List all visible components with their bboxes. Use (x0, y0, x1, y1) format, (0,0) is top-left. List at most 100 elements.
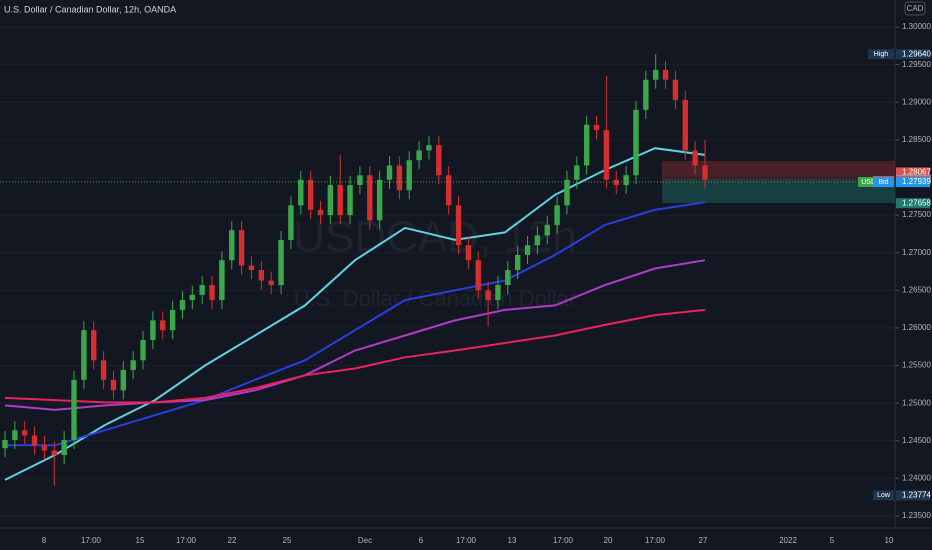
x-tick-label: 27 (699, 536, 708, 545)
candle-body (307, 179, 314, 210)
x-tick-label: 25 (283, 536, 292, 545)
candle-body (672, 79, 679, 101)
currency-box (904, 1, 926, 16)
y-tick-label: 1.25500 (902, 361, 931, 370)
candle-body (160, 320, 166, 331)
candle-body (209, 285, 215, 301)
candle-body (682, 100, 688, 151)
candle-body (31, 435, 38, 446)
candle-body (189, 294, 196, 301)
candle-body (583, 124, 590, 166)
x-tick-label: 10 (885, 536, 894, 545)
candle-body (613, 179, 619, 186)
candle-body (603, 130, 610, 180)
price-tag-name: Bid (878, 179, 888, 186)
candle-body (633, 109, 639, 176)
candle-body (199, 285, 205, 295)
x-tick-label: 6 (419, 536, 424, 545)
y-tick-label: 1.30000 (902, 22, 931, 31)
x-tick-label: 17:00 (645, 536, 666, 545)
candle-body (298, 179, 304, 206)
price-tag-name-box (873, 177, 894, 188)
chart-title: U.S. Dollar / Canadian Dollar, 12h, OAND… (4, 4, 176, 14)
candle-body (465, 245, 472, 261)
candle-body (229, 230, 235, 261)
candle-body (61, 440, 67, 456)
price-tag-label: 1.28067 (902, 168, 931, 177)
y-tick-label: 1.26000 (902, 323, 931, 332)
price-tag-name-box (873, 490, 894, 501)
candle-body (81, 330, 87, 380)
candle-body (692, 150, 698, 166)
candle-body (406, 160, 412, 191)
candle-body (140, 339, 146, 361)
moving-average (4, 308, 706, 404)
x-tick-label: Dec (358, 536, 372, 545)
candle-body (554, 205, 560, 225)
y-tick-label: 1.24500 (902, 436, 931, 445)
candle-body (337, 185, 343, 216)
price-tag-name: High (874, 51, 889, 58)
candle-body (327, 185, 334, 216)
y-tick-label: 1.23500 (902, 511, 931, 520)
x-tick-label: 22 (228, 536, 237, 545)
candle-body (22, 430, 28, 436)
x-tick-label: 17:00 (456, 536, 477, 545)
candle-body (386, 165, 393, 180)
candle-body (436, 145, 442, 176)
y-tick-label: 1.25000 (902, 398, 931, 407)
candle-body (100, 360, 107, 380)
price-tag-name: Low (877, 492, 891, 499)
candle-body (593, 124, 600, 131)
candle-body (574, 165, 580, 180)
price-tag-name-box (868, 49, 894, 60)
price-tag-label: 1.29640 (902, 49, 931, 58)
candle-body (288, 205, 294, 240)
price-tag (896, 167, 930, 178)
x-tick-label: 20 (604, 536, 613, 545)
moving-average (4, 147, 706, 481)
candle-body (376, 179, 383, 221)
candle-body (51, 450, 57, 456)
candle-body (495, 285, 501, 301)
candle-body (238, 230, 245, 266)
short-zone (662, 161, 895, 180)
y-tick-label: 1.29000 (902, 97, 931, 106)
price-tag (896, 177, 930, 188)
x-tick-label: 17:00 (553, 536, 574, 545)
candle-body (662, 69, 669, 80)
candle-body (357, 175, 363, 186)
moving-average (4, 259, 706, 411)
x-tick-label: 5 (830, 536, 835, 545)
candle-body (347, 185, 353, 216)
candle-body (130, 360, 136, 371)
candle-body (643, 79, 649, 110)
candle-body (120, 370, 127, 391)
candle-body (623, 175, 629, 186)
candle-body (534, 235, 541, 246)
price-tag (896, 490, 930, 501)
price-tag-label: 1.23774 (902, 490, 931, 499)
candle-body (278, 239, 284, 286)
candle-body (219, 260, 225, 301)
x-tick-label: 8 (42, 536, 47, 545)
price-tag-label: 1.27658 (902, 198, 931, 207)
candle-body (455, 205, 462, 246)
candle-body (544, 224, 550, 236)
price-tag-label: 1.27939 (902, 177, 931, 186)
moving-average (5, 201, 706, 447)
candle-body (41, 445, 48, 451)
candle-body (91, 330, 97, 361)
candle-body (505, 270, 511, 286)
candle-body (416, 150, 422, 161)
candle-body (179, 300, 186, 310)
candle-body (110, 379, 117, 391)
y-tick-label: 1.28500 (902, 135, 931, 144)
candle-body (564, 179, 570, 206)
currency: CAD (907, 4, 924, 13)
candle-body (514, 254, 521, 271)
price-tag (896, 198, 930, 209)
x-tick-label: 2022 (779, 536, 797, 545)
